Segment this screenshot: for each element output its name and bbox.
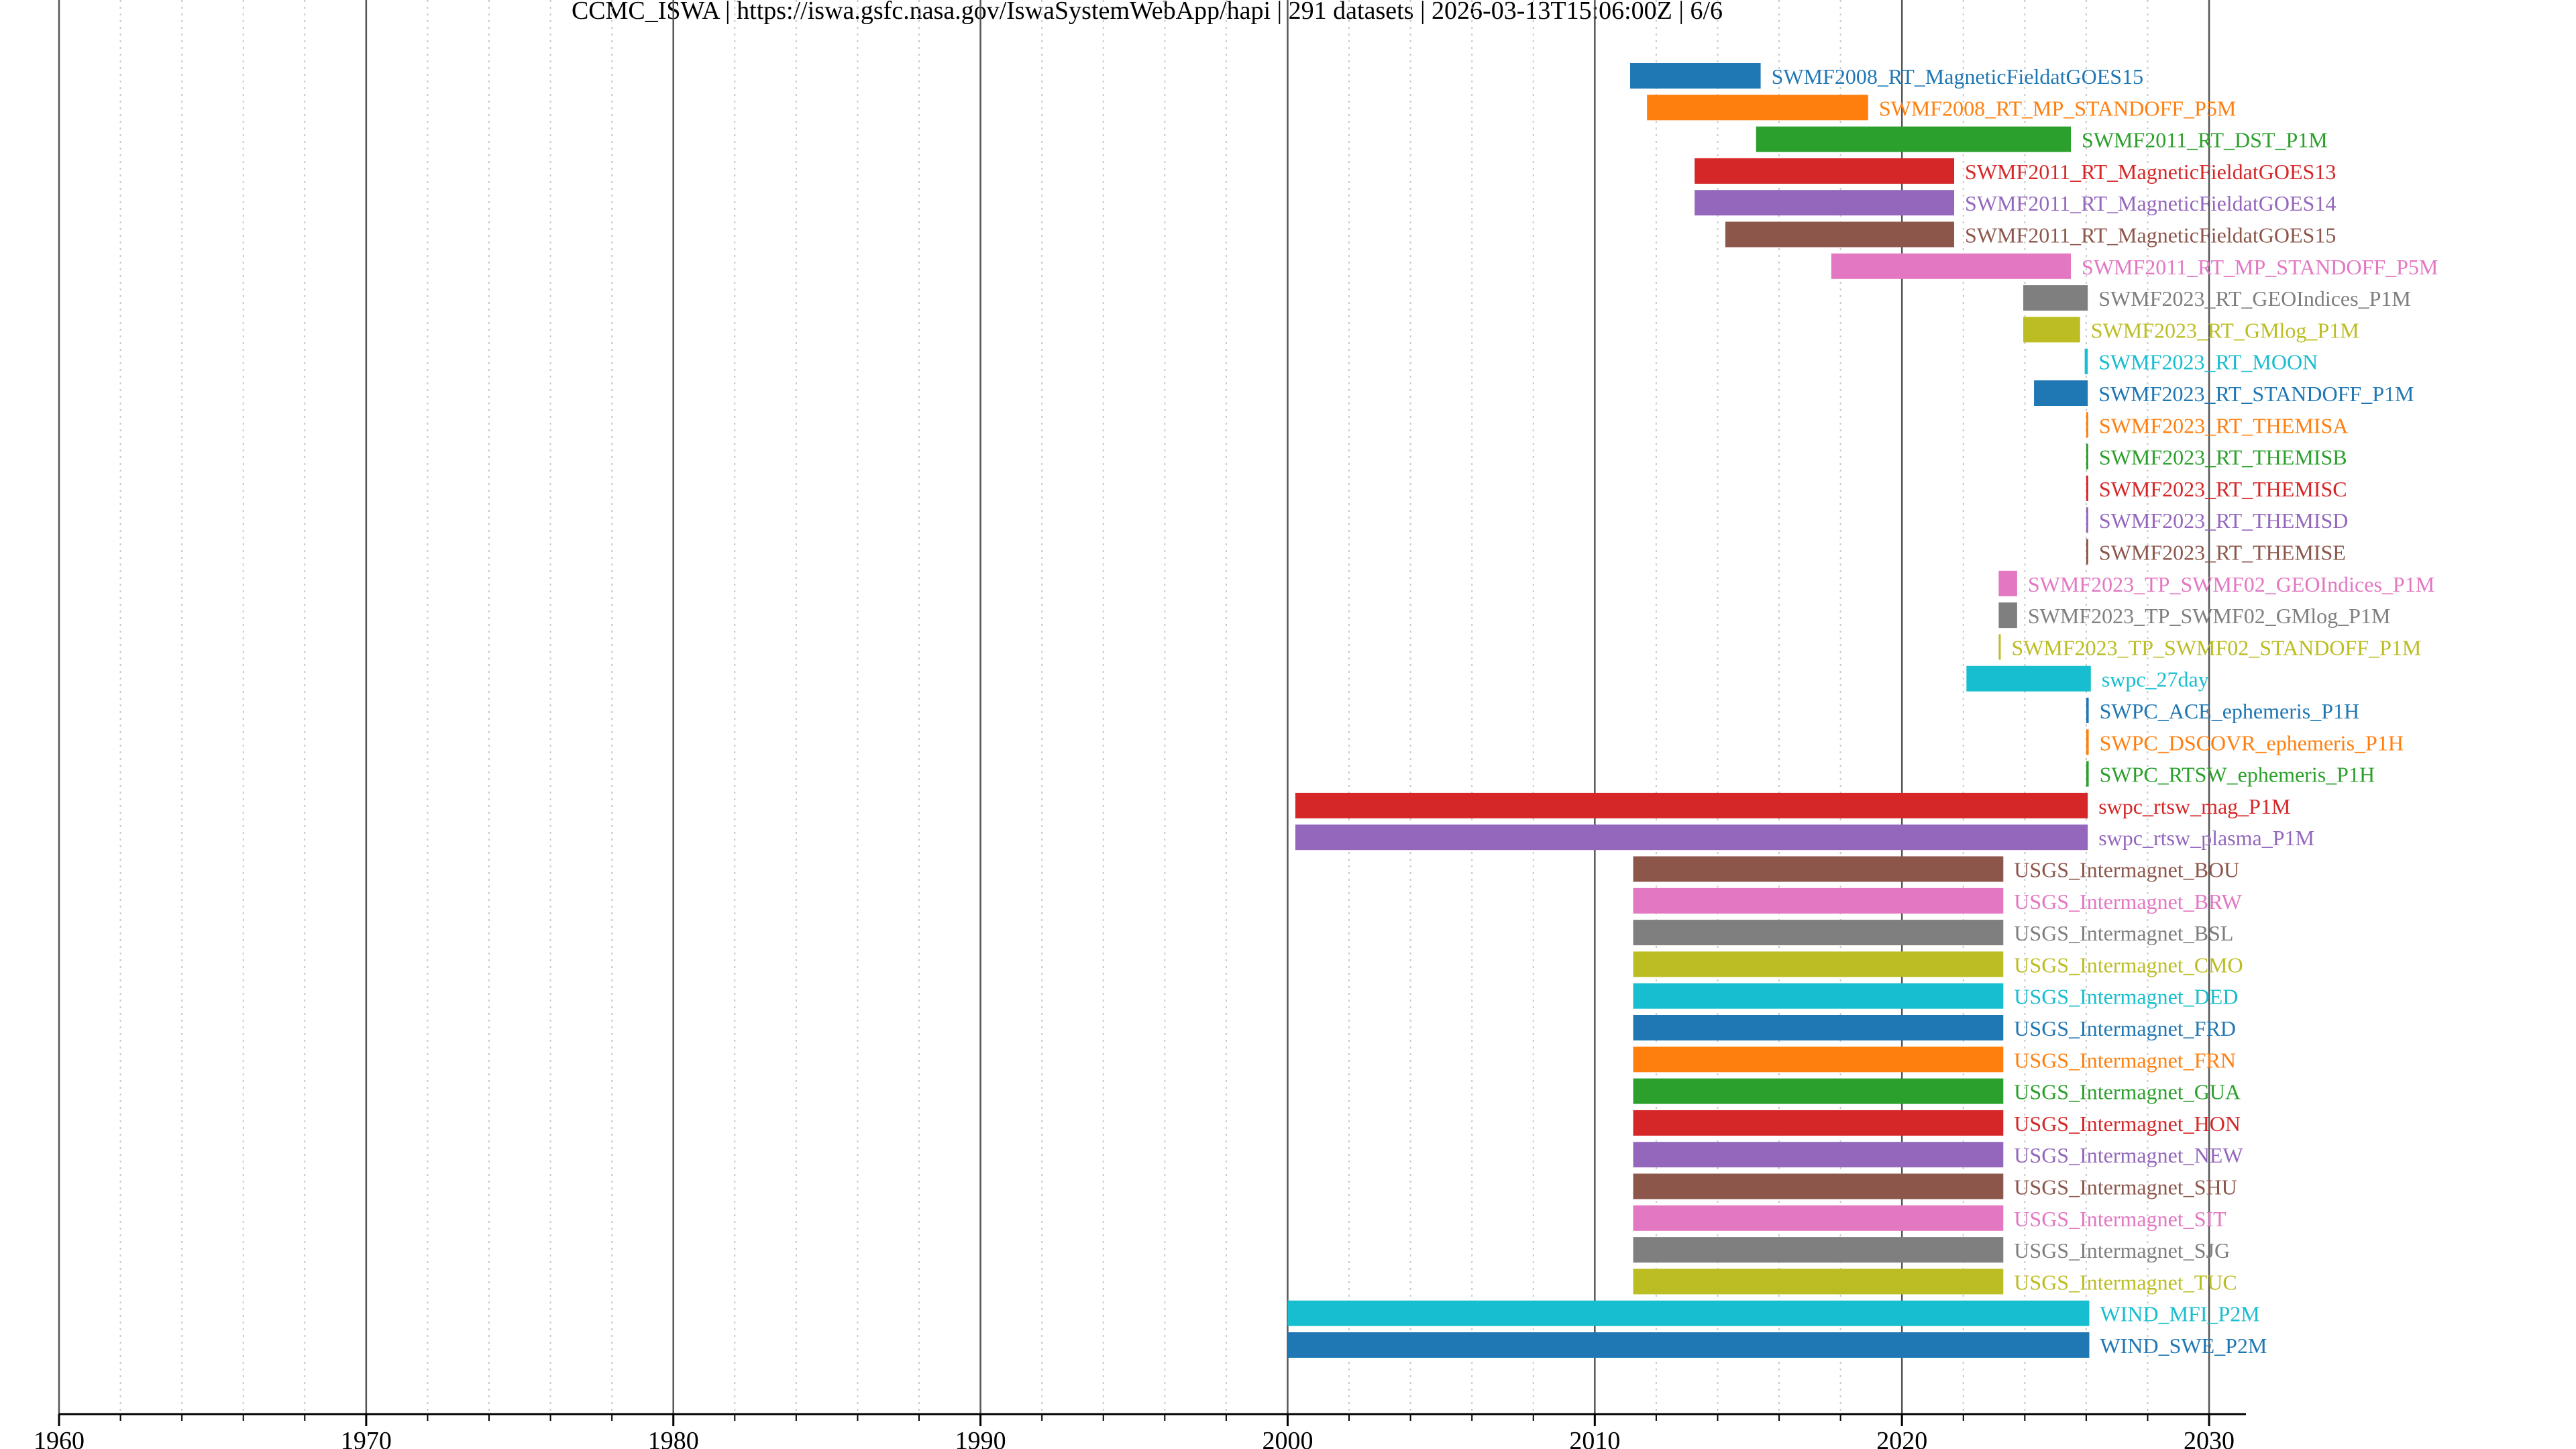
dataset-label: USGS_Intermagnet_SHU (2014, 1175, 2237, 1199)
dataset-label: USGS_Intermagnet_BRW (2014, 890, 2242, 914)
dataset-bar (1998, 570, 2017, 596)
dataset-bar (1287, 1332, 2090, 1358)
x-axis-ticks: 1960 1970 1980 1990 2000 2010 2020 2030 (34, 1414, 2235, 1449)
dataset-bar (1647, 95, 1868, 121)
dataset-label: SWMF2023_RT_MOON (2098, 350, 2318, 374)
dataset-label: SWMF2023_RT_THEMISE (2099, 541, 2346, 565)
dataset-bar (1695, 158, 1955, 184)
dataset-label: USGS_Intermagnet_DED (2014, 985, 2238, 1009)
dataset-bar (1633, 1237, 2004, 1263)
dataset-label: SWMF2023_RT_THEMISA (2099, 413, 2348, 437)
dataset-label: USGS_Intermagnet_FRN (2014, 1048, 2236, 1072)
dataset-bar (1287, 1300, 2090, 1326)
dataset-bar (1966, 665, 2091, 692)
dataset-bar (2086, 475, 2088, 501)
dataset-bar (1756, 126, 2072, 152)
x-tick-label: 1990 (955, 1427, 1006, 1449)
dataset-label: SWMF2011_RT_MagneticFieldatGOES15 (1965, 223, 2336, 248)
dataset-bar (1633, 888, 2004, 914)
dataset-label: SWMF2023_TP_SWMF02_GMlog_P1M (2028, 604, 2391, 628)
dataset-label: USGS_Intermagnet_BSL (2014, 921, 2233, 945)
dataset-bar (1633, 951, 2004, 977)
x-tick-label: 2010 (1569, 1427, 1620, 1449)
dataset-bar (2086, 698, 2089, 723)
dataset-bar (1998, 602, 2017, 629)
dataset-label: USGS_Intermagnet_GUA (2014, 1080, 2241, 1104)
dataset-label: SWPC_RTSW_ephemeris_P1H (2100, 763, 2375, 787)
dataset-label: SWMF2011_RT_MP_STANDOFF_P5M (2082, 255, 2438, 279)
dataset-bar (1633, 1015, 2004, 1040)
dataset-bar (1633, 1173, 2004, 1199)
dataset-label: SWPC_ACE_ephemeris_P1H (2100, 699, 2360, 723)
dataset-bar (1633, 920, 2004, 946)
dataset-label: USGS_Intermagnet_FRD (2014, 1016, 2236, 1040)
dataset-label: USGS_Intermagnet_TUC (2014, 1270, 2237, 1294)
dataset-labels: SWMF2008_RT_MagneticFieldatGOES15 SWMF200… (1772, 64, 2438, 1358)
dataset-bar (2023, 317, 2080, 343)
dataset-bar (1295, 792, 2088, 818)
dataset-bar (1998, 634, 2001, 660)
dataset-bar (1831, 253, 2072, 279)
dataset-label: USGS_Intermagnet_SJG (2014, 1238, 2230, 1263)
dataset-label: SWMF2023_RT_THEMISC (2099, 477, 2347, 501)
dataset-label: SWMF2008_RT_MagneticFieldatGOES15 (1772, 64, 2144, 89)
dataset-label: SWMF2023_RT_STANDOFF_P1M (2098, 382, 2414, 406)
dataset-bar (1633, 1110, 2004, 1136)
dataset-label: USGS_Intermagnet_CMO (2014, 953, 2243, 977)
x-tick-label: 1960 (34, 1427, 85, 1449)
dataset-label: SWMF2008_RT_MP_STANDOFF_P5M (1879, 96, 2237, 120)
dataset-bar (1629, 63, 1761, 89)
dataset-bar (1633, 1205, 2004, 1231)
dataset-bars (1287, 63, 2091, 1358)
dataset-bar (1633, 1046, 2004, 1073)
dataset-bar (2086, 507, 2088, 533)
x-tick-label: 1980 (648, 1427, 699, 1449)
dataset-label: SWMF2023_RT_GEOIndices_P1M (2098, 286, 2411, 311)
dataset-bar (2084, 348, 2088, 374)
major-grid (58, 0, 2210, 1414)
dataset-bar (1633, 983, 2004, 1009)
dataset-label: swpc_27day (2102, 667, 2209, 692)
dataset-label: WIND_MFI_P2M (2100, 1302, 2259, 1326)
chart-title: CCMC_ISWA | https://iswa.gsfc.nasa.gov/I… (572, 0, 1723, 25)
dataset-bar (2086, 539, 2088, 565)
dataset-label: SWMF2011_RT_MagneticFieldatGOES13 (1965, 160, 2336, 184)
dataset-label: SWMF2023_TP_SWMF02_GEOIndices_P1M (2028, 572, 2434, 596)
dataset-bar (2023, 285, 2088, 311)
x-tick-label: 1970 (341, 1427, 392, 1449)
dataset-label: USGS_Intermagnet_BOU (2014, 858, 2239, 882)
dataset-bar (2086, 443, 2088, 470)
dataset-label: SWMF2023_RT_THEMISD (2099, 508, 2348, 533)
dataset-bar (1725, 221, 1955, 248)
dataset-bar (2086, 412, 2088, 438)
dataset-bar (1633, 1142, 2004, 1168)
dataset-label: WIND_SWE_P2M (2100, 1334, 2267, 1358)
dataset-label: swpc_rtsw_plasma_P1M (2098, 826, 2314, 850)
dataset-label: SWMF2023_RT_THEMISB (2099, 445, 2347, 470)
dataset-label: SWMF2011_RT_DST_P1M (2082, 128, 2328, 152)
dataset-label: swpc_rtsw_mag_P1M (2098, 794, 2290, 818)
dataset-bar (1633, 1269, 2004, 1295)
dataset-label: USGS_Intermagnet_NEW (2014, 1143, 2243, 1167)
dataset-label: SWMF2011_RT_MagneticFieldatGOES14 (1965, 191, 2336, 215)
dataset-bar (2034, 380, 2088, 406)
dataset-bar (1633, 1078, 2004, 1104)
dataset-label: SWMF2023_RT_GMlog_P1M (2091, 318, 2359, 342)
x-tick-label: 2000 (1262, 1427, 1313, 1449)
x-tick-label: 2030 (2184, 1427, 2235, 1449)
dataset-bar (2086, 729, 2089, 755)
x-tick-label: 2020 (1876, 1427, 1927, 1449)
dataset-bar (1633, 856, 2004, 882)
dataset-label: USGS_Intermagnet_SIT (2014, 1207, 2226, 1231)
dataset-label: SWPC_DSCOVR_ephemeris_P1H (2100, 731, 2404, 755)
dataset-bar (2086, 761, 2089, 787)
dataset-bar (1695, 190, 1955, 216)
dataset-label: USGS_Intermagnet_HON (2014, 1112, 2241, 1136)
minor-grid (119, 0, 2149, 1414)
dataset-bar (1295, 824, 2088, 851)
dataset-label: SWMF2023_TP_SWMF02_STANDOFF_P1M (2011, 635, 2421, 659)
